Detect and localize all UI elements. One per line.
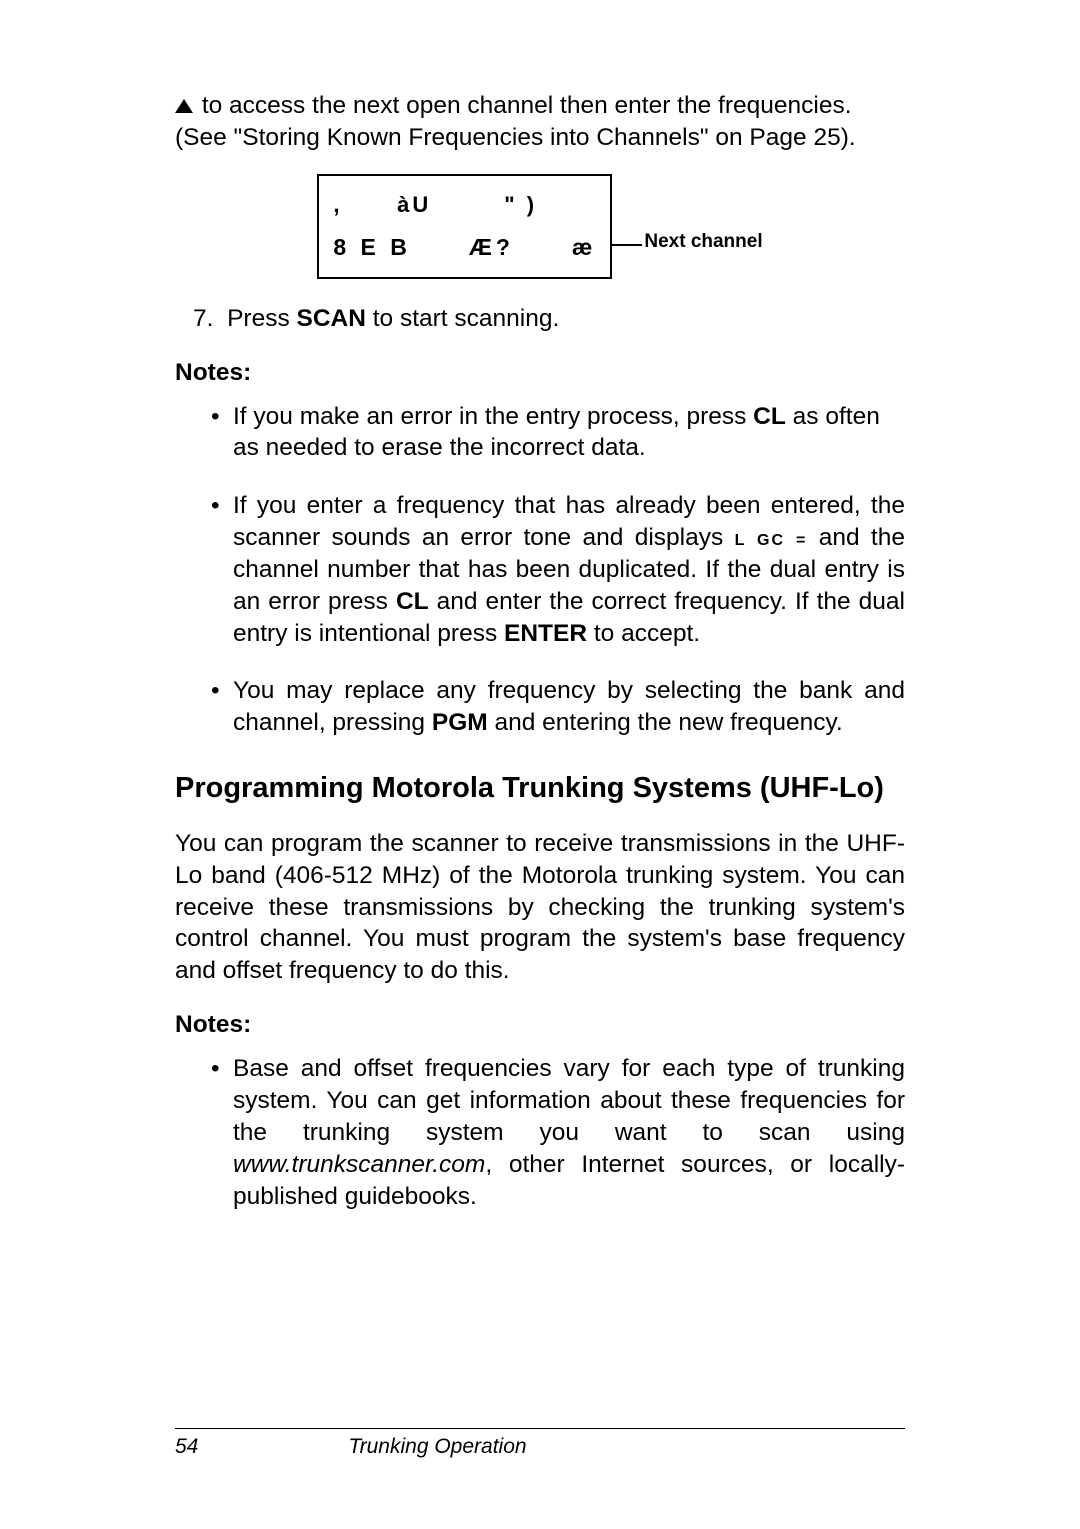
lcd-r1-c: " ): [504, 192, 537, 217]
key-enter: ENTER: [504, 620, 587, 647]
note-1c: You may replace any frequency by selecti…: [233, 675, 905, 739]
lcd-row-2: 8 E B Æ? æ: [333, 234, 596, 261]
n2a-t1: Base and offset frequencies vary for eac…: [233, 1055, 905, 1146]
page-number: 54: [175, 1435, 198, 1459]
lcd-r1-b: àU: [397, 192, 431, 217]
key-cl-2: CL: [396, 588, 429, 615]
page-footer: 54 Trunking Operation: [175, 1428, 905, 1459]
lcd-r2-a: 8 E B: [333, 234, 411, 261]
notes-heading-2: Notes:: [175, 1011, 905, 1039]
step-text-a: Press: [227, 305, 296, 332]
step-7: 7. Press SCAN to start scanning.: [219, 303, 905, 335]
page-content: to access the next open channel then ent…: [175, 90, 905, 1408]
intro-text: to access the next open channel then ent…: [175, 92, 856, 151]
note-2a: Base and offset frequencies vary for eac…: [233, 1053, 905, 1212]
note-1b: If you enter a frequency that has alread…: [233, 490, 905, 649]
note-1a: If you make an error in the entry proces…: [233, 401, 905, 465]
uhf-paragraph: You can program the scanner to receive t…: [175, 828, 905, 987]
lcd-text-inline: L GC =: [735, 532, 808, 549]
notes-heading-1: Notes:: [175, 359, 905, 387]
url-text: www.trunkscanner.com: [233, 1151, 485, 1178]
manual-page: to access the next open channel then ent…: [0, 0, 1080, 1529]
lcd-r1-a: ,: [333, 192, 342, 217]
lcd-illustration: , àU " ) 8 E B Æ? æ Next channel: [175, 174, 905, 279]
lcd-r2-c: æ: [572, 234, 596, 261]
n1c-t2: and entering the new frequency.: [488, 709, 843, 736]
key-pgm: PGM: [432, 709, 488, 736]
footer-title: Trunking Operation: [348, 1435, 526, 1459]
key-scan: SCAN: [297, 305, 366, 332]
callout-label: Next channel: [644, 231, 762, 253]
lcd-r2-b: Æ?: [469, 234, 514, 261]
intro-paragraph: to access the next open channel then ent…: [175, 90, 905, 154]
n1a-t1: If you make an error in the entry proces…: [233, 403, 753, 430]
key-cl-1: CL: [753, 403, 786, 430]
lcd-row-1: , àU " ): [333, 192, 596, 218]
section-heading: Programming Motorola Trunking Systems (U…: [175, 771, 905, 806]
n1b-t4: to accept.: [587, 620, 700, 647]
callout-line: [612, 244, 642, 247]
step-text-b: to start scanning.: [366, 305, 559, 332]
up-triangle-icon: [175, 99, 193, 113]
step-num: 7.: [193, 305, 213, 332]
lcd-box: , àU " ) 8 E B Æ? æ: [317, 174, 612, 279]
